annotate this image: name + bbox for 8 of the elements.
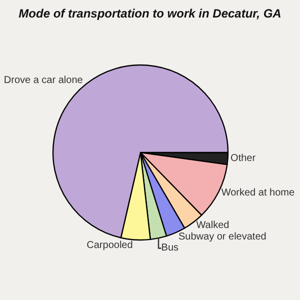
slice-label: Drove a car alone xyxy=(4,75,84,86)
slice-label: Other xyxy=(230,153,256,164)
chart-title: Mode of transportation to work in Decatur, GA xyxy=(18,6,282,20)
slice-label: Carpooled xyxy=(86,240,133,251)
slice-label: Bus xyxy=(161,242,178,254)
slice-label: Worked at home xyxy=(221,188,295,199)
slice-label: Walked xyxy=(196,220,230,232)
slice-label: Subway or elevated xyxy=(178,232,266,243)
